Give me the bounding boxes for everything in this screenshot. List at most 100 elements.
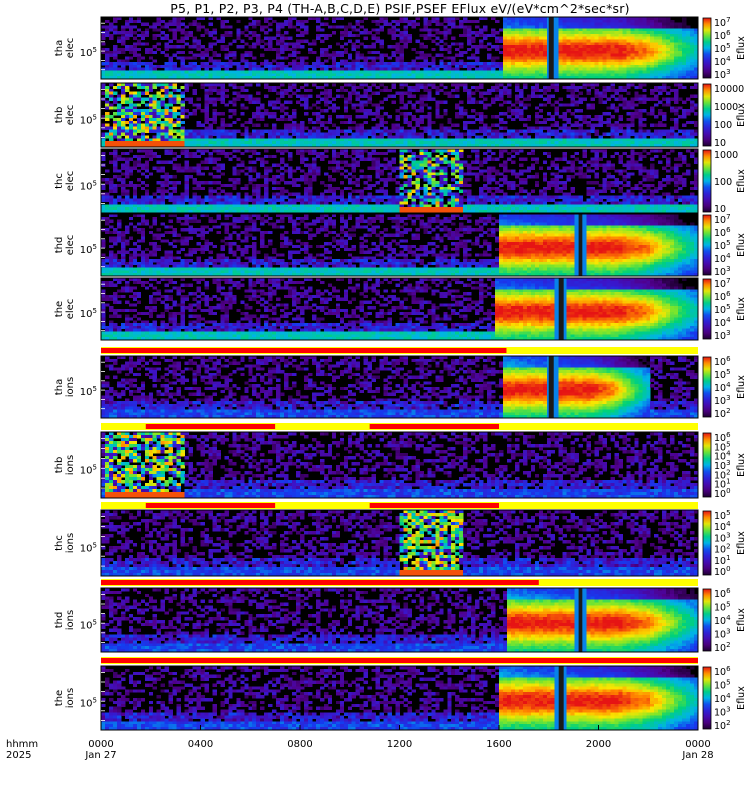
colorbar-tick-label: 100 [714,565,731,578]
spectrogram-cells [101,149,699,214]
colorbar-tick-label: 10 [714,138,726,149]
figure-title: P5, P1, P2, P3, P4 (TH-A,B,C,D,E) PSIF,P… [100,1,700,16]
state-bar [101,657,698,664]
colorbar-tick-label: 104 [714,316,731,329]
x-tick-label: 0000 [88,739,113,750]
panel-label: thaions [54,377,76,397]
y-tick-label: 105 [80,307,97,320]
panel-label: theions [54,688,76,708]
colorbar-tick-label: 102 [714,407,731,420]
panel-thc-elec: 105 thcelec 1000 100 10 Eflux [54,148,747,215]
colorbar-tick-label: 105 [714,42,731,55]
y-tick-label: 105 [80,696,97,709]
colorbar-label: Eflux [736,608,747,632]
panel-frame [100,148,699,214]
colorbar-tick-label: 103 [714,68,731,81]
panel-frame [100,277,699,341]
panel-label: theelec [54,299,76,320]
colorbar-tick-label: 102 [714,719,731,732]
colorbar [702,278,712,340]
colorbar-tick-label: 103 [714,628,731,641]
colorbar-tick-label: 103 [714,706,731,719]
state-bar-segment [145,503,276,508]
y-tick-label: 105 [80,542,97,555]
x-tick-date: Jan 28 [681,750,713,761]
colorbar-label: Eflux [736,686,747,710]
colorbar-tick-label: 105 [714,679,731,692]
colorbar-tick-label: 104 [714,692,731,705]
colorbar-tick-label: 104 [714,252,731,265]
colorbar [702,588,712,652]
row-header-year: 2025 [6,750,31,761]
panel-label: thdions [54,610,76,630]
spectrogram-cells [101,356,699,419]
panel-label: thbelec [54,105,76,126]
panel-label: thcions [54,533,76,553]
state-bar-segment [369,424,499,429]
colorbar-tick-label: 106 [714,29,731,42]
panel-label: thbions [54,455,76,475]
state-bar [101,423,698,430]
spectrogram-cells [101,214,699,277]
colorbar-tick-label: 104 [714,381,731,394]
state-bar-segment [101,348,507,353]
y-tick-label: 105 [80,464,97,477]
colorbar-tick-label: 106 [714,355,731,368]
colorbar-tick-label: 102 [714,641,731,654]
spectrogram-cells [101,17,699,80]
state-bar [101,347,698,354]
y-tick-label: 105 [80,618,97,631]
state-bar-segment [145,424,276,429]
spectrogram-cells [101,666,699,731]
colorbar [702,83,712,147]
colorbar [702,17,712,79]
colorbar [702,432,712,498]
colorbar-tick-label: 10 [714,204,726,215]
colorbar-tick-label: 104 [714,55,731,68]
panel-label: thaelec [54,38,76,59]
data-gap [558,278,564,340]
colorbar-label: Eflux [736,297,747,321]
colorbar-tick-label: 106 [714,665,731,678]
colorbar-label: Eflux [736,531,747,555]
colorbar-label: Eflux [736,103,747,127]
colorbar-tick-label: 10000 [714,84,744,95]
spectrogram-cells [101,432,699,499]
colorbar-label: Eflux [736,233,747,257]
colorbar-tick-label: 103 [714,329,731,342]
x-tick-date: Jan 27 [84,750,116,761]
colorbar-tick-label: 104 [714,614,731,627]
colorbar-tick-label: 106 [714,290,731,303]
spectrogram-cells [101,588,699,653]
colorbar-tick-label: 100 [714,120,732,131]
colorbar-tick-label: 100 [714,487,731,500]
spectrogram-cells [101,510,699,577]
x-tick-label: 0800 [287,739,312,750]
spectrogram-cells [101,83,699,148]
panel-label: thcelec [54,171,76,192]
panel-frame [100,509,699,577]
y-tick-label: 105 [80,385,97,398]
colorbar [702,510,712,576]
panel-frame [100,431,699,499]
panel-thb-elec: 105 thbelec 10000 1000 100 10 Eflux [54,82,747,149]
panel-frame [100,16,699,80]
panel-label: thdelec [54,235,76,256]
colorbar-tick-label: 105 [714,239,731,252]
y-tick-label: 105 [80,46,97,59]
panel-frame [100,587,699,653]
colorbar-tick-label: 107 [714,16,731,29]
data-gap [558,666,564,730]
spectrogram-cells [101,278,699,341]
x-tick-label: 2000 [586,739,611,750]
x-tick-label: 1200 [387,739,412,750]
x-tick-label: 1600 [486,739,511,750]
colorbar-tick-label: 106 [714,587,731,600]
